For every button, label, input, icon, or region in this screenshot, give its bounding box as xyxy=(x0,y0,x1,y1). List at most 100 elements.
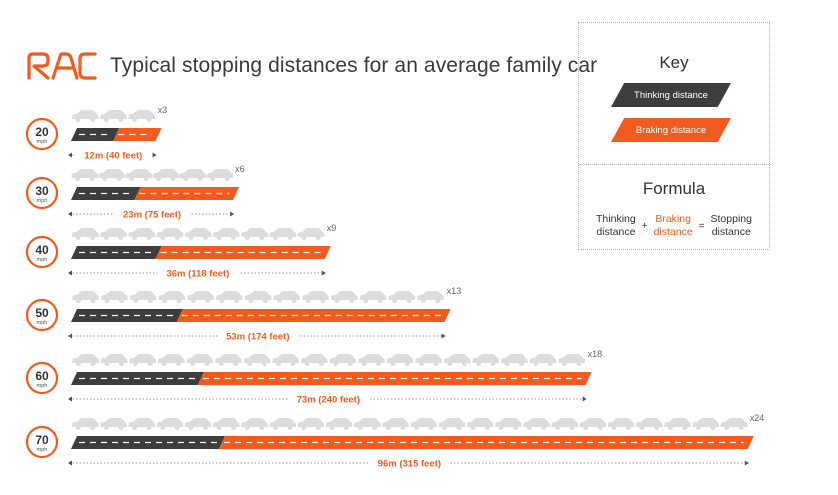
car-count-label: x13 xyxy=(447,286,462,296)
car-icon xyxy=(216,291,243,303)
car-icon xyxy=(213,418,240,430)
car-icon xyxy=(72,110,99,122)
car-icon xyxy=(129,291,157,303)
formula-stopping-distance: Stopping distance xyxy=(710,213,752,238)
formula: Thinking distance + Braking distance = S… xyxy=(579,213,769,239)
car-icon xyxy=(382,418,409,430)
speed-value: 70 xyxy=(35,433,49,447)
car-icon xyxy=(558,354,585,366)
car-icon xyxy=(692,418,719,430)
car-icon xyxy=(329,354,357,366)
car-icon xyxy=(152,169,180,181)
speed-value: 50 xyxy=(35,306,49,320)
speed-unit: mph xyxy=(37,383,48,389)
car-icon xyxy=(100,110,127,122)
car-icon xyxy=(128,110,155,122)
car-icon xyxy=(501,354,528,366)
car-icon xyxy=(273,291,301,303)
car-icon xyxy=(664,418,691,430)
car-icon xyxy=(187,291,214,303)
car-icon xyxy=(125,169,153,181)
braking-bar xyxy=(219,436,754,449)
car-icon xyxy=(72,291,99,303)
speed-badge xyxy=(25,425,59,459)
speed-badge xyxy=(25,176,59,210)
arrow-left-icon xyxy=(68,460,72,466)
arrow-right-icon xyxy=(321,270,326,276)
total-distance-label: 53m (174 feet) xyxy=(226,332,289,343)
speed-value: 60 xyxy=(35,369,49,383)
car-icon xyxy=(720,418,748,430)
braking-bar xyxy=(113,128,162,141)
arrow-left-icon xyxy=(68,211,72,217)
legend-braking-distance: Braking distance xyxy=(611,118,731,142)
legend-thinking-label: Thinking distance xyxy=(634,89,708,101)
car-icon xyxy=(388,291,416,303)
car-icon xyxy=(272,354,299,366)
car-icon xyxy=(331,291,358,303)
arrow-right-icon xyxy=(582,396,587,402)
car-icon xyxy=(128,418,155,430)
speed-unit: mph xyxy=(37,139,48,145)
car-count-label: x24 xyxy=(750,413,765,423)
chart-title: Typical stopping distances for an averag… xyxy=(110,54,598,77)
distance-label-bg xyxy=(369,456,450,470)
speed-value: 20 xyxy=(35,125,49,139)
speed-unit: mph xyxy=(37,198,48,204)
car-icon xyxy=(100,354,128,366)
car-icon xyxy=(359,291,387,303)
car-icon xyxy=(297,228,325,240)
total-distance-label: 36m (118 feet) xyxy=(166,269,229,280)
car-icon xyxy=(354,418,381,430)
key-panel: Key Thinking distance Braking distance F… xyxy=(578,22,770,250)
car-icon xyxy=(551,418,578,430)
formula-thinking-distance: Thinking distance xyxy=(596,213,636,238)
formula-equals: = xyxy=(698,220,705,232)
distance-label-bg xyxy=(217,329,299,343)
car-icon xyxy=(213,228,240,240)
formula-braking-distance: Braking distance xyxy=(653,213,693,238)
speed-unit: mph xyxy=(37,320,48,326)
car-icon xyxy=(417,291,444,303)
car-icon xyxy=(636,418,663,430)
total-distance-label: 96m (315 feet) xyxy=(378,459,441,470)
car-icon xyxy=(156,418,184,430)
car-icon xyxy=(129,354,156,366)
speed-badge xyxy=(25,117,59,151)
car-icon xyxy=(184,418,212,430)
car-icon xyxy=(215,354,242,366)
formula-plus: + xyxy=(641,220,648,232)
speed-badge xyxy=(25,235,59,269)
car-icon xyxy=(244,291,272,303)
car-count-label: x9 xyxy=(327,223,337,233)
car-icon xyxy=(241,228,268,240)
distance-label-bg xyxy=(75,148,152,162)
car-icon xyxy=(158,291,186,303)
car-icon xyxy=(415,354,442,366)
car-icon xyxy=(206,169,234,181)
arrow-right-icon xyxy=(230,211,235,217)
arrow-right-icon xyxy=(441,333,446,339)
speed-value: 40 xyxy=(35,243,49,257)
car-icon xyxy=(128,228,155,240)
car-icon xyxy=(72,354,99,366)
distance-label-bg xyxy=(287,392,369,406)
car-icon xyxy=(301,354,328,366)
speed-badge xyxy=(25,298,59,332)
car-icon xyxy=(100,228,127,240)
car-icon xyxy=(241,418,268,430)
arrow-left-icon xyxy=(68,270,72,276)
total-distance-label: 23m (75 feet) xyxy=(123,210,181,221)
car-icon xyxy=(184,228,212,240)
car-icon xyxy=(523,418,550,430)
speed-badge xyxy=(25,361,59,395)
car-icon xyxy=(158,354,185,366)
arrow-left-icon xyxy=(68,333,72,339)
car-icon xyxy=(495,418,522,430)
car-icon xyxy=(100,418,127,430)
